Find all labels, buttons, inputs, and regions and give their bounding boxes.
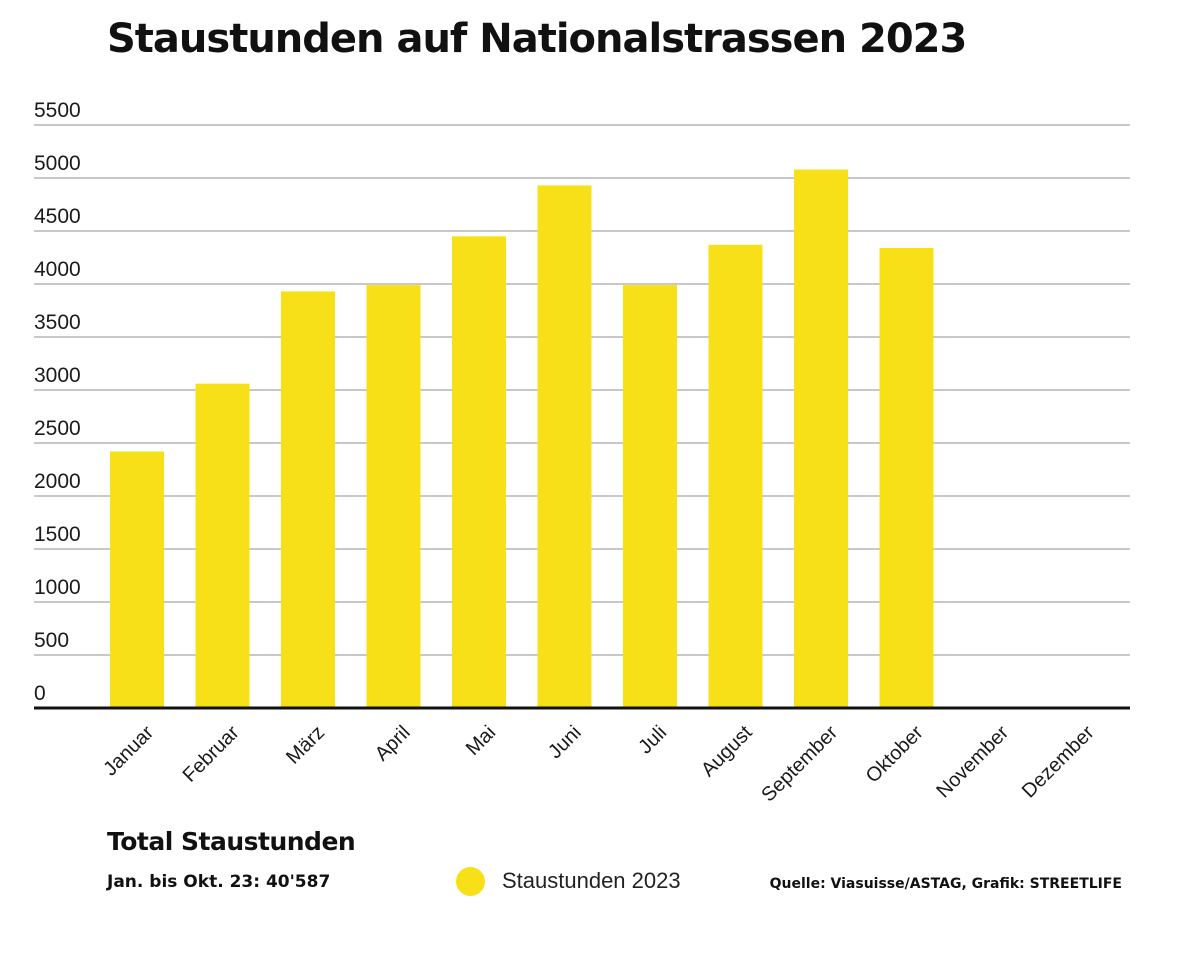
bars [110, 169, 934, 709]
bar-april [366, 285, 421, 708]
bar-märz [281, 291, 335, 708]
y-tick-label: 4500 [34, 205, 81, 228]
y-tick-label: 5500 [34, 99, 81, 122]
bar-juni [537, 185, 592, 709]
x-tick-label: März [282, 722, 329, 769]
total-value: Jan. bis Okt. 23: 40'587 [107, 872, 331, 892]
y-axis-ticks: 0 500 1000 1500 2000 2500 3000 3500 4000 4500 5000… [34, 99, 81, 705]
chart-title: Staustunden auf Nationalstrassen 2023 [107, 16, 967, 62]
bar-oktober [879, 247, 934, 708]
legend-label: Staustunden 2023 [502, 868, 681, 893]
y-tick-label: 2500 [34, 417, 81, 440]
x-axis-ticks: Januar Februar März April Mai Juni Juli August S… [99, 721, 1099, 806]
bar-august [708, 244, 763, 708]
bar-juli [623, 285, 677, 708]
x-tick-label: April [371, 722, 415, 766]
x-tick-label: Dezember [1018, 721, 1099, 802]
x-tick-label: Juni [544, 722, 586, 764]
x-tick-label: Februar [179, 721, 244, 786]
x-tick-label: Oktober [862, 721, 928, 787]
bar-september [794, 169, 848, 708]
source-note: Quelle: Viasuisse/ASTAG, Grafik: STREETL… [769, 876, 1122, 892]
y-tick-label: 1500 [34, 523, 81, 546]
y-tick-label: 0 [34, 682, 46, 705]
total-title: Total Staustunden [107, 827, 356, 856]
y-tick-label: 500 [34, 629, 69, 652]
x-tick-label: August [697, 721, 757, 781]
x-tick-label: Januar [99, 721, 158, 780]
y-tick-label: 4000 [34, 258, 81, 281]
x-tick-label: November [932, 721, 1013, 802]
y-tick-label: 2000 [34, 470, 81, 493]
bar-februar [195, 383, 250, 708]
y-tick-label: 1000 [34, 576, 81, 599]
x-tick-label: Juli [634, 722, 671, 759]
y-tick-label: 3500 [34, 311, 81, 334]
y-tick-label: 3000 [34, 364, 81, 387]
legend: Staustunden 2023 [456, 866, 681, 896]
x-tick-label: Mai [462, 722, 500, 760]
legend-swatch [456, 866, 485, 896]
y-tick-label: 5000 [34, 152, 81, 175]
x-tick-label: September [757, 721, 842, 806]
bar-mai [452, 236, 506, 709]
bar-januar [110, 451, 164, 708]
